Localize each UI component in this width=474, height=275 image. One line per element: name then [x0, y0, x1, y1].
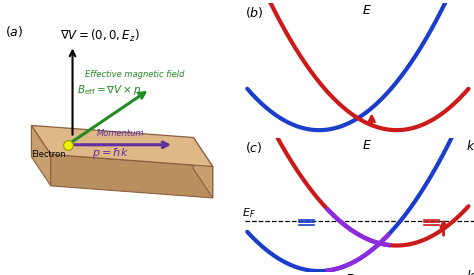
Text: $(a)$: $(a)$	[5, 24, 23, 39]
Text: $E$: $E$	[362, 139, 372, 152]
Text: $k$: $k$	[466, 269, 474, 275]
Text: Momentum: Momentum	[97, 129, 144, 138]
Polygon shape	[31, 125, 51, 186]
Text: $E_F$: $E_F$	[242, 206, 255, 220]
Text: $p = \hbar k$: $p = \hbar k$	[92, 146, 129, 159]
Text: $(c)$: $(c)$	[245, 140, 262, 155]
Polygon shape	[31, 125, 213, 166]
Text: $E$: $E$	[362, 4, 372, 17]
Text: Effective magnetic field: Effective magnetic field	[84, 70, 184, 79]
Text: $\nabla V = (0, 0, E_z)$: $\nabla V = (0, 0, E_z)$	[61, 28, 140, 44]
Text: $(b)$: $(b)$	[245, 5, 263, 20]
Text: Electron: Electron	[31, 150, 66, 159]
Polygon shape	[51, 155, 213, 198]
Text: $B_{\mathrm{eff}} = \nabla V \times p$: $B_{\mathrm{eff}} = \nabla V \times p$	[77, 83, 142, 97]
Text: $k$: $k$	[466, 139, 474, 153]
Polygon shape	[193, 138, 213, 198]
Text: $+\mathbf{B}\ \longrightarrow$: $+\mathbf{B}\ \longrightarrow$	[337, 272, 378, 275]
